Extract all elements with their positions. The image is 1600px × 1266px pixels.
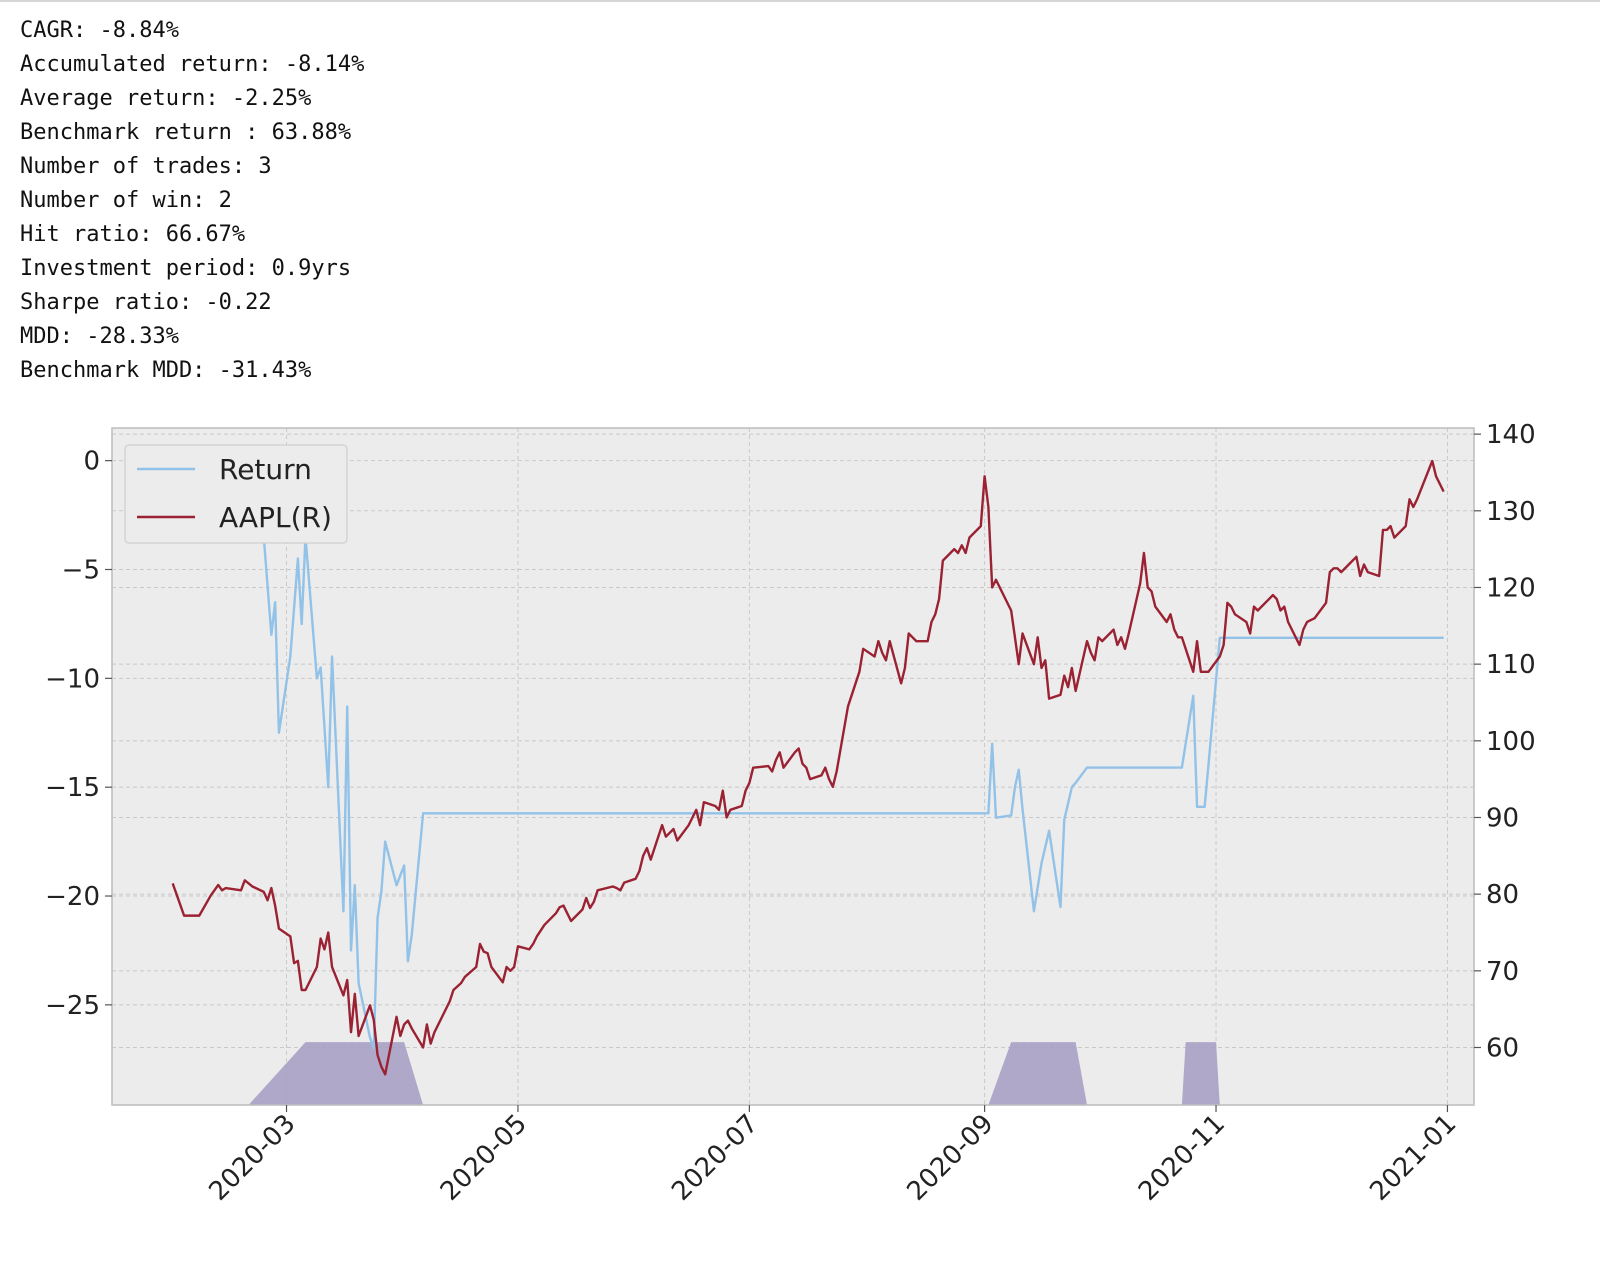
y-left-tick-label: −25 (45, 991, 100, 1021)
y-right-tick-label: 70 (1486, 957, 1519, 987)
holding-period-area (988, 1042, 1088, 1105)
x-tick-label: 2020-09 (902, 1109, 1000, 1207)
y-right-tick-label: 60 (1486, 1033, 1519, 1063)
y-right-tick-label: 130 (1486, 497, 1536, 527)
y-right-tick-label: 110 (1486, 650, 1536, 680)
stat-sharpe-ratio: Sharpe ratio: -0.22 (20, 290, 272, 315)
stat-hit-ratio: Hit ratio: 66.67% (20, 222, 246, 247)
stat-benchmark-return: Benchmark return : 63.88% (20, 120, 352, 145)
y-left-tick-label: 0 (83, 447, 100, 477)
y-right-tick-label: 90 (1486, 803, 1519, 833)
stat-benchmark-mdd: Benchmark MDD: -31.43% (20, 358, 312, 383)
y-right-tick-label: 100 (1486, 727, 1536, 757)
y-left-tick-label: −20 (45, 882, 100, 912)
backtest-stats: CAGR: -8.84% Accumulated return: -8.14% … (20, 14, 364, 388)
stat-mdd: MDD: -28.33% (20, 324, 179, 349)
stat-number-of-trades: Number of trades: 3 (20, 154, 272, 179)
holding-period-area (1181, 1042, 1220, 1105)
x-tick-label: 2021-01 (1364, 1109, 1462, 1207)
stat-average-return: Average return: -2.25% (20, 86, 312, 111)
stat-number-of-win: Number of win: 2 (20, 188, 232, 213)
x-tick-label: 2020-03 (203, 1109, 301, 1207)
stat-investment-period: Investment period: 0.9yrs (20, 256, 352, 281)
x-tick-label: 2020-05 (435, 1109, 533, 1207)
series-return-line (172, 459, 1444, 1050)
y-left-tick-label: −5 (62, 555, 100, 585)
y-left-tick-label: −15 (45, 773, 100, 803)
y-left-tick-label: −10 (45, 664, 100, 694)
x-tick-label: 2020-11 (1133, 1109, 1231, 1207)
series-aapl-line (171, 459, 1445, 1076)
legend-label-return: Return (219, 453, 312, 486)
legend-label-aapl: AAPL(R) (219, 501, 332, 534)
plot-frame (111, 427, 1475, 1106)
top-divider (0, 0, 1600, 2)
legend: Return AAPL(R) (124, 444, 348, 544)
stat-cagr: CAGR: -8.84% (20, 18, 179, 43)
y-right-tick-label: 120 (1486, 573, 1536, 603)
y-right-tick-label: 140 (1486, 420, 1536, 450)
y-right-tick-label: 80 (1486, 880, 1519, 910)
x-tick-label: 2020-07 (666, 1109, 764, 1207)
stat-accumulated-return: Accumulated return: -8.14% (20, 52, 365, 77)
